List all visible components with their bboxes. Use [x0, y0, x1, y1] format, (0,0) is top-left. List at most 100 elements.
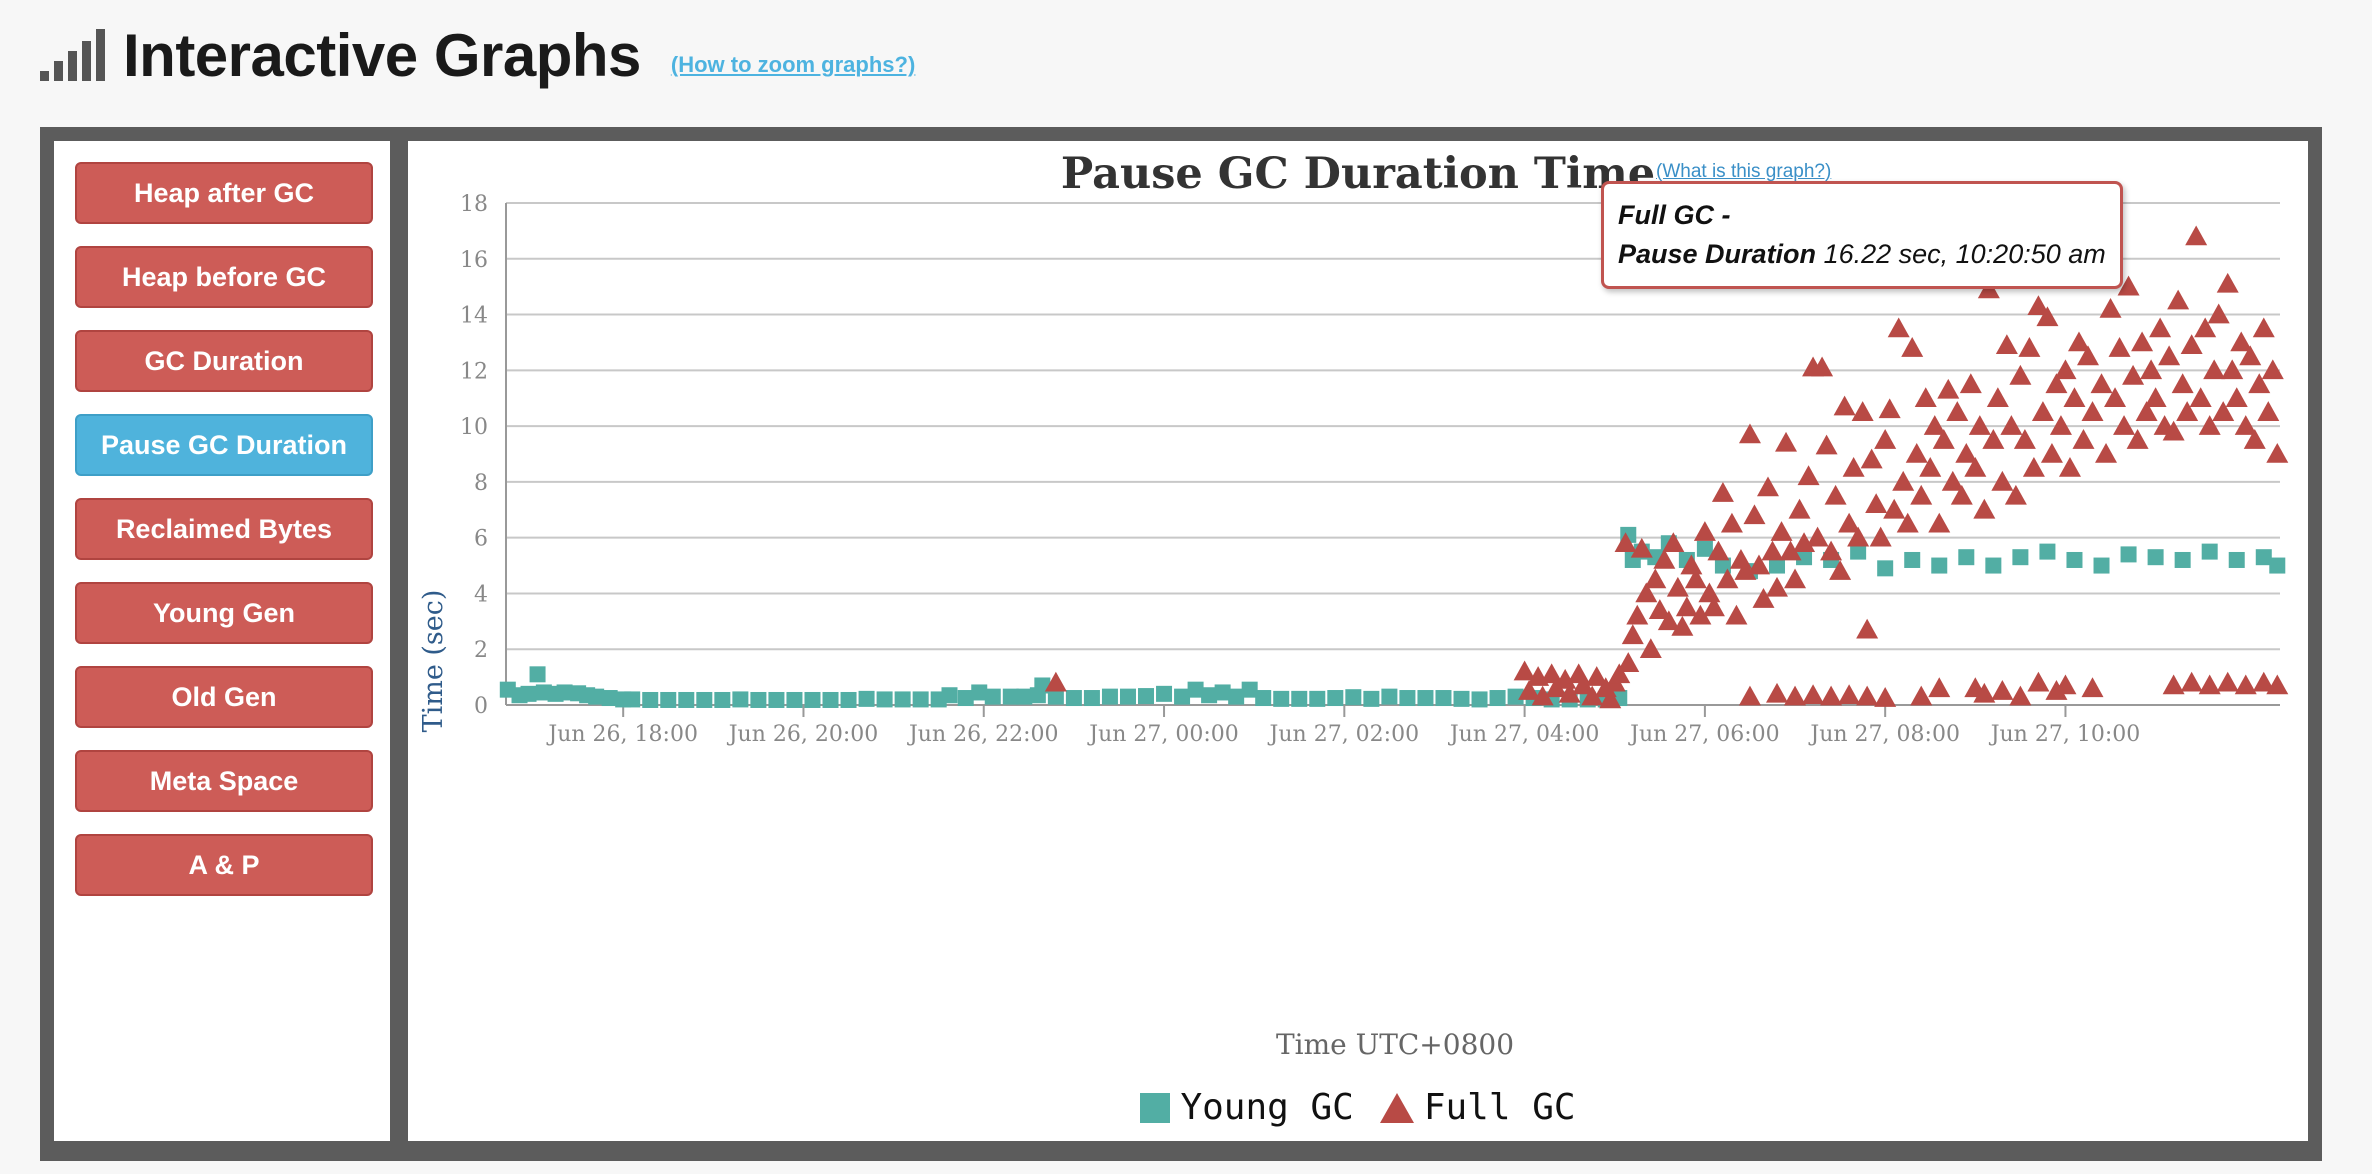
full-gc-point — [1648, 599, 1671, 619]
young-gc-point — [1273, 690, 1290, 707]
young-gc-point — [1016, 688, 1033, 705]
scatter-plot[interactable]: 0 2 4 6 8 10 12 14 16 18 Jun 26, 18:00 Jun 26, 20:0… — [408, 141, 2308, 1141]
graph-frame: Heap after GC Heap before GC GC Duration… — [40, 127, 2322, 1161]
full-gc-point — [1761, 540, 1784, 561]
nav-pause-gc-duration[interactable]: Pause GC Duration — [75, 414, 373, 476]
full-gc-point — [1680, 554, 1703, 575]
y-tick-label: 4 — [474, 582, 488, 607]
full-gc-point — [2266, 443, 2289, 463]
full-gc-point — [2189, 387, 2212, 408]
full-gc-point — [1554, 668, 1577, 689]
nav-a-and-p[interactable]: A & P — [75, 834, 373, 896]
young-gc-point — [678, 691, 695, 708]
young-gc-point — [1119, 688, 1136, 705]
full-gc-point — [2239, 345, 2262, 366]
young-gc-point — [984, 688, 1001, 705]
zoom-help-link[interactable]: (How to zoom graphs?) — [670, 52, 916, 77]
full-gc-point — [1784, 685, 1807, 706]
full-gc-point — [1635, 582, 1658, 603]
full-gc-point — [2234, 674, 2257, 695]
young-gc-point — [2039, 543, 2056, 560]
full-gc-point — [1707, 540, 1730, 561]
full-gc-point — [2022, 456, 2045, 477]
young-gc-point — [1453, 690, 1470, 707]
full-gc-point — [1720, 512, 1743, 533]
full-gc-point — [2234, 415, 2257, 435]
full-gc-point — [1959, 373, 1982, 394]
young-gc-point — [714, 691, 731, 708]
young-gc-point — [1507, 688, 1524, 705]
full-gc-point — [2090, 373, 2113, 394]
nav-meta-space[interactable]: Meta Space — [75, 750, 373, 812]
full-gc-point — [2176, 401, 2199, 421]
young-gc-point — [732, 691, 749, 708]
full-gc-point — [2072, 429, 2095, 449]
full-gc-point — [2040, 443, 2063, 463]
young-gc-point — [1399, 690, 1416, 707]
young-gc-point — [1327, 690, 1344, 707]
full-gc-point — [2198, 674, 2221, 695]
full-gc-point — [2013, 429, 2036, 449]
full-gc-point — [1986, 387, 2009, 408]
young-gc-point — [1958, 549, 1975, 566]
legend-young-gc[interactable]: Young GC — [1140, 1087, 1354, 1128]
nav-heap-after-gc[interactable]: Heap after GC — [75, 162, 373, 224]
full-gc-point — [1991, 470, 2014, 491]
young-gc-point — [520, 685, 537, 702]
legend-full-gc[interactable]: Full GC — [1379, 1087, 1576, 1128]
full-gc-point — [1914, 387, 1937, 408]
young-gc-point — [1985, 557, 2002, 574]
full-gc-point — [1946, 401, 1969, 421]
full-gc-point — [1833, 395, 1856, 416]
full-gc-point — [1671, 615, 1694, 636]
full-gc-point — [2167, 289, 2190, 310]
young-gc-point — [588, 688, 605, 705]
legend-full-gc-label: Full GC — [1423, 1087, 1576, 1128]
young-gc-point — [1904, 551, 1921, 568]
full-gc-point — [1815, 434, 1838, 455]
full-gc-point — [2230, 331, 2253, 352]
full-gc-point — [2135, 401, 2158, 421]
graph-help-link[interactable]: (What is this graph?) — [1656, 161, 1832, 182]
full-gc-point — [1847, 526, 1870, 547]
full-gc-point — [1968, 415, 1991, 435]
full-gc-point — [1869, 526, 1892, 547]
full-gc-point — [1851, 401, 1874, 421]
young-gc-point — [1696, 540, 1713, 557]
full-gc-point — [1883, 498, 1906, 519]
full-gc-point — [2261, 359, 2284, 380]
x-tick-label: Jun 27, 04:00 — [1448, 722, 1600, 747]
young-gc-point — [1417, 690, 1434, 707]
x-tick-label: Jun 26, 22:00 — [907, 722, 1059, 747]
full-gc-point — [2243, 429, 2266, 449]
full-gc-point — [2126, 429, 2149, 449]
young-gc-point — [2269, 557, 2286, 574]
full-gc-point — [1910, 484, 1933, 505]
full-gc-point — [1752, 588, 1775, 608]
full-gc-point — [1567, 663, 1590, 684]
full-gc-point — [2104, 387, 2127, 408]
young-gc-point — [1002, 688, 1019, 705]
full-gc-point — [2099, 297, 2122, 318]
young-gc-point — [1471, 691, 1488, 708]
full-gc-point — [1874, 687, 1897, 707]
young-gc-point — [1309, 690, 1326, 707]
x-tick-label: Jun 27, 10:00 — [1989, 722, 2141, 747]
nav-heap-before-gc[interactable]: Heap before GC — [75, 246, 373, 308]
nav-gc-duration[interactable]: GC Duration — [75, 330, 373, 392]
full-gc-point — [1973, 498, 1996, 519]
data-tooltip: Full GC - Pause Duration 16.22 sec, 10:2… — [1601, 181, 2123, 289]
full-gc-point — [2180, 334, 2203, 355]
full-gc-point — [1941, 470, 1964, 491]
full-gc-point — [1865, 493, 1888, 513]
full-gc-point — [1842, 456, 1865, 477]
chart-panel: Pause GC Duration Time (What is this gra… — [408, 141, 2308, 1141]
young-gc-point — [660, 691, 677, 708]
chart-legend: Young GC Full GC — [408, 1087, 2308, 1128]
nav-old-gen[interactable]: Old Gen — [75, 666, 373, 728]
full-gc-point — [1675, 596, 1698, 617]
nav-reclaimed-bytes[interactable]: Reclaimed Bytes — [75, 498, 373, 560]
young-gc-point — [822, 691, 839, 708]
y-axis-label: Time (sec) — [418, 590, 449, 733]
nav-young-gen[interactable]: Young Gen — [75, 582, 373, 644]
